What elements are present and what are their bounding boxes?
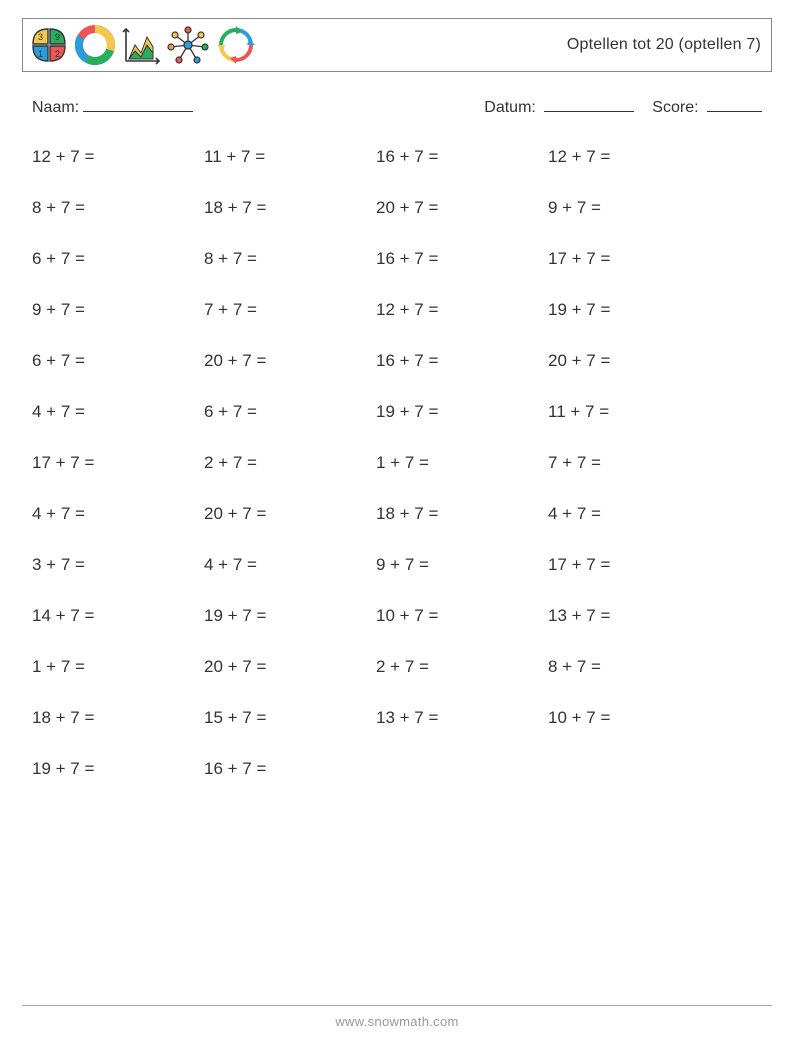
network-icon	[167, 25, 209, 65]
problem-cell: 13 + 7 =	[376, 708, 548, 728]
svg-text:2: 2	[55, 49, 60, 59]
quad-shapes-icon: 3 9 1 2	[29, 25, 69, 65]
svg-text:9: 9	[55, 32, 60, 42]
problem-cell: 9 + 7 =	[32, 300, 204, 320]
date-blank[interactable]	[544, 98, 634, 112]
score-field-group: Score:	[652, 98, 762, 117]
worksheet-title: Optellen tot 20 (optellen 7)	[567, 36, 761, 54]
problem-cell: 19 + 7 =	[548, 300, 720, 320]
problem-cell: 16 + 7 =	[204, 759, 376, 779]
problem-cell: 12 + 7 =	[376, 300, 548, 320]
problems-grid: 12 + 7 =11 + 7 =16 + 7 =12 + 7 =8 + 7 =1…	[32, 147, 772, 779]
problem-cell: 18 + 7 =	[376, 504, 548, 524]
problem-cell: 9 + 7 =	[548, 198, 720, 218]
problem-cell: 4 + 7 =	[548, 504, 720, 524]
problem-cell: 11 + 7 =	[204, 147, 376, 167]
name-label: Naam:	[32, 99, 79, 117]
svg-text:3: 3	[38, 32, 43, 42]
problem-cell: 8 + 7 =	[548, 657, 720, 677]
problem-cell: 6 + 7 =	[32, 351, 204, 371]
problem-cell: 15 + 7 =	[204, 708, 376, 728]
problem-cell: 14 + 7 =	[32, 606, 204, 626]
problem-cell: 2 + 7 =	[376, 657, 548, 677]
worksheet-page: 3 9 1 2	[0, 0, 794, 1053]
name-field-group: Naam:	[32, 98, 193, 117]
problem-cell: 2 + 7 =	[204, 453, 376, 473]
problem-cell: 7 + 7 =	[548, 453, 720, 473]
problem-cell: 19 + 7 =	[32, 759, 204, 779]
problem-cell: 17 + 7 =	[548, 555, 720, 575]
problem-cell: 17 + 7 =	[32, 453, 204, 473]
problem-cell: 4 + 7 =	[204, 555, 376, 575]
score-label: Score:	[652, 99, 698, 116]
problem-cell: 11 + 7 =	[548, 402, 720, 422]
problem-cell: 18 + 7 =	[32, 708, 204, 728]
problem-cell: 7 + 7 =	[204, 300, 376, 320]
svg-text:1: 1	[38, 49, 43, 59]
problem-cell: 10 + 7 =	[376, 606, 548, 626]
problem-cell: 4 + 7 =	[32, 504, 204, 524]
problem-cell: 19 + 7 =	[204, 606, 376, 626]
logo-icon-strip: 3 9 1 2	[29, 25, 257, 65]
problem-cell: 4 + 7 =	[32, 402, 204, 422]
problem-cell: 3 + 7 =	[32, 555, 204, 575]
date-label: Datum:	[484, 99, 536, 116]
problem-cell: 19 + 7 =	[376, 402, 548, 422]
problem-cell: 6 + 7 =	[32, 249, 204, 269]
problem-cell: 1 + 7 =	[376, 453, 548, 473]
problem-cell: 16 + 7 =	[376, 147, 548, 167]
problem-cell: 20 + 7 =	[376, 198, 548, 218]
problem-cell: 13 + 7 =	[548, 606, 720, 626]
problem-cell: 20 + 7 =	[548, 351, 720, 371]
problem-cell: 18 + 7 =	[204, 198, 376, 218]
name-blank[interactable]	[83, 98, 193, 112]
footer-text: www.snowmath.com	[335, 1014, 458, 1029]
fields-row: Naam: Datum: Score:	[32, 98, 762, 117]
footer: www.snowmath.com	[22, 1005, 772, 1029]
problem-cell: 12 + 7 =	[548, 147, 720, 167]
problem-cell: 16 + 7 =	[376, 351, 548, 371]
problem-cell: 1 + 7 =	[32, 657, 204, 677]
header-box: 3 9 1 2	[22, 18, 772, 72]
problem-cell: 17 + 7 =	[548, 249, 720, 269]
problem-cell: 10 + 7 =	[548, 708, 720, 728]
problem-cell: 8 + 7 =	[32, 198, 204, 218]
problem-cell: 16 + 7 =	[376, 249, 548, 269]
donut-chart-icon	[75, 25, 115, 65]
problem-cell: 8 + 7 =	[204, 249, 376, 269]
problem-cell: 9 + 7 =	[376, 555, 548, 575]
cycle-arrows-icon	[215, 25, 257, 65]
problem-cell: 20 + 7 =	[204, 504, 376, 524]
problem-cell: 20 + 7 =	[204, 657, 376, 677]
score-blank[interactable]	[707, 98, 762, 112]
problem-cell: 20 + 7 =	[204, 351, 376, 371]
date-field-group: Datum:	[484, 98, 634, 117]
problem-cell: 6 + 7 =	[204, 402, 376, 422]
problem-cell: 12 + 7 =	[32, 147, 204, 167]
area-chart-icon	[121, 25, 161, 65]
